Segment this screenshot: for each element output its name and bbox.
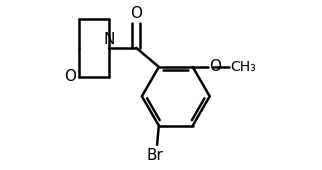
Text: O: O (130, 6, 142, 21)
Text: N: N (104, 32, 115, 47)
Text: O: O (209, 59, 221, 74)
Text: Br: Br (147, 148, 164, 163)
Text: O: O (64, 69, 76, 84)
Text: CH₃: CH₃ (230, 60, 256, 74)
